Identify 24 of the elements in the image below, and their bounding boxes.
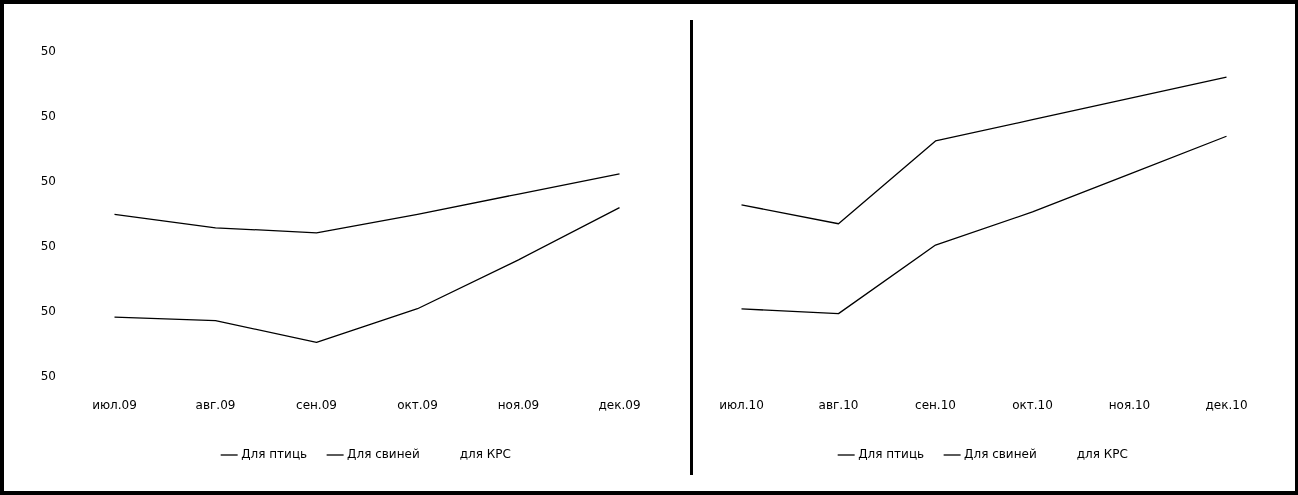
x-tick-label: сен.09 <box>296 397 337 412</box>
x-tick-label: окт.10 <box>1012 397 1053 412</box>
x-tick-label: сен.10 <box>915 397 956 412</box>
legend-label: Для птиць <box>858 447 925 462</box>
legend-label: Для свиней <box>964 447 1037 462</box>
text: 50 <box>40 368 56 383</box>
x-tick-label: ноя.10 <box>1108 397 1151 412</box>
text: 50 <box>40 303 56 318</box>
legend-label: Для птиць <box>241 447 308 462</box>
x-tick-label: дек.09 <box>598 397 641 412</box>
text: 50 <box>40 238 56 253</box>
x-tick-label: авг.09 <box>195 397 236 412</box>
legend-label: Для свиней <box>347 447 420 462</box>
text: 50 <box>40 173 56 188</box>
x-tick-label: июл.10 <box>719 397 764 412</box>
x-tick-label: авг.10 <box>818 397 859 412</box>
text: для КРС <box>459 447 511 462</box>
text: для КРС <box>1076 447 1128 462</box>
text: 50 <box>40 44 56 59</box>
x-tick-label: окт.09 <box>397 397 438 412</box>
x-tick-label: дек.10 <box>1205 397 1248 412</box>
x-tick-label: июл.09 <box>92 397 137 412</box>
text: 50 <box>40 109 56 124</box>
x-tick-label: ноя.09 <box>497 397 540 412</box>
